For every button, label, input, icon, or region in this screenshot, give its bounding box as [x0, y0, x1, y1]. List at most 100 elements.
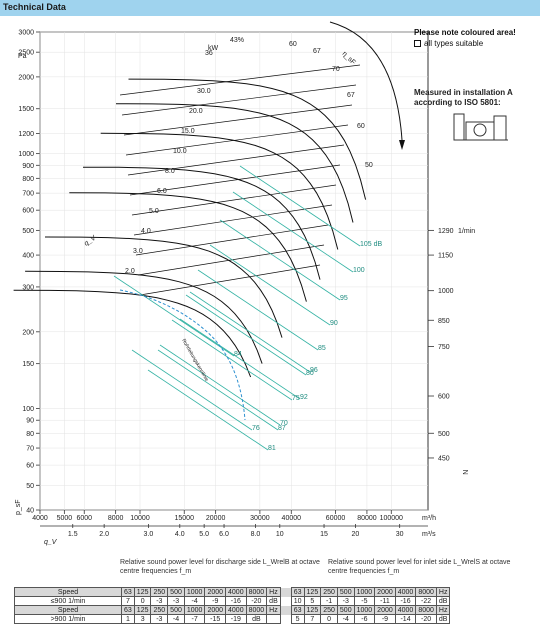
x-tick-label: 10000 [130, 515, 150, 522]
y-tick-label: 70 [26, 446, 34, 453]
x2-tick-label: 15 [320, 531, 328, 538]
power-label: 4.0 [141, 228, 151, 235]
y-tick-label: 100 [22, 406, 34, 413]
sound-cell-inlet: 8000 [415, 587, 437, 597]
speed-tick-label: 1290 [438, 228, 454, 235]
power-line [129, 164, 341, 196]
table-gap [280, 587, 292, 597]
sound-cell-inlet: -6 [353, 614, 376, 624]
y-tick-label: 60 [26, 463, 34, 470]
speed-tick-label: 500 [438, 431, 450, 438]
sound-cell-inlet: -14 [394, 614, 417, 624]
sound-table-row: >900 1/min 1 3 -3 -4 -7 -15 -19 dB 5 7 0 -4 -6 -9 -14 -2… [14, 614, 451, 624]
sound-cell-inlet: Hz [435, 587, 451, 597]
y-tick-label: 500 [22, 228, 34, 235]
checkbox-icon [414, 40, 421, 47]
x2-tick-label: 2.0 [99, 531, 109, 538]
sound-cell-inlet: 1000 [353, 605, 376, 615]
power-line [127, 144, 345, 176]
sound-label: 100 [353, 267, 365, 274]
sound-cell-discharge: -4 [167, 614, 185, 624]
sound-cell-discharge: dB [245, 614, 268, 624]
sound-cell-inlet: 125 [303, 587, 322, 597]
sound-cell-discharge: -16 [225, 596, 247, 606]
speed-curve [69, 192, 307, 302]
sound-cell-inlet: 63 [290, 605, 305, 615]
y-tick-label: 90 [26, 418, 34, 425]
sound-cell-inlet: 8000 [415, 605, 437, 615]
sound-cell-discharge: 2000 [204, 605, 227, 615]
sound-cell-discharge: 63 [121, 605, 135, 615]
sound-line [232, 191, 354, 273]
power-line [121, 84, 357, 116]
x-tick-label: 20000 [206, 515, 226, 522]
y-tick-label: 800 [22, 176, 34, 183]
sound-cell-discharge: 125 [133, 605, 152, 615]
sound-cell-inlet: 500 [336, 605, 355, 615]
chart-curves [13, 21, 405, 451]
y-tick-label: 40 [26, 508, 34, 515]
sound-cell-discharge: 250 [150, 605, 169, 615]
sound-cell-inlet: 125 [303, 605, 322, 615]
sound-cell-discharge: 2000 [204, 587, 227, 597]
power-label: 30.0 [197, 88, 211, 95]
x-tick-label: 5000 [57, 515, 73, 522]
sound-label: 87 [278, 425, 286, 432]
y-tick-label: 1500 [18, 106, 34, 113]
power-label: 8.0 [165, 168, 175, 175]
y-tick-label: 2500 [18, 50, 34, 57]
efficiency-label: 67 [347, 92, 355, 99]
sound-cell-discharge: -3 [150, 596, 169, 606]
sound-cell-inlet: 0 [320, 614, 338, 624]
sound-cell-discharge: -3 [167, 596, 185, 606]
power-line [125, 124, 349, 156]
sound-cell-discharge: 8000 [245, 605, 268, 615]
sound-cell-inlet: 250 [320, 587, 338, 597]
sound-cell-inlet: -20 [415, 614, 437, 624]
note-coloured-area: Please note coloured area! [414, 28, 516, 37]
sound-line [131, 349, 253, 431]
y-axis-label: p_sF [15, 499, 22, 515]
sound-cell-inlet: -9 [374, 614, 396, 624]
sound-label: 76 [252, 425, 260, 432]
x-tick-label: 6000 [76, 515, 92, 522]
speed-unit-label: 1/min [458, 228, 475, 235]
sound-cell-discharge: 1 [121, 614, 135, 624]
sound-cell-discharge: 7 [121, 596, 135, 606]
sound-cell-discharge: 0 [133, 596, 152, 606]
sound-label: 90 [330, 320, 338, 327]
power-line [123, 104, 353, 136]
sound-cell-discharge: 500 [167, 605, 185, 615]
x2-axis-label: q_V [44, 539, 58, 546]
sound-row-label: ≤900 1/min [14, 596, 122, 606]
sound-cell-discharge: dB [266, 596, 281, 606]
x2-tick-label: 8.0 [251, 531, 261, 538]
sound-table-row: Speed 63 125 250 500 1000 2000 4000 8000 Hz 63 125 2… [14, 605, 451, 615]
y-tick-label: 1200 [18, 131, 34, 138]
x2-tick-label: 3.0 [144, 531, 154, 538]
x-tick-label: 40000 [282, 515, 302, 522]
sound-line [171, 319, 293, 401]
speed-tick-label: 1150 [438, 253, 453, 260]
kw-unit-label: kW [208, 45, 219, 52]
sound-cell-discharge: 1000 [183, 587, 206, 597]
speed-curve [128, 78, 367, 200]
speed-tick-label: 1000 [438, 288, 454, 295]
sound-cell-discharge: -15 [204, 614, 227, 624]
y-tick-label: 700 [22, 191, 34, 198]
sound-cell-discharge: -9 [204, 596, 227, 606]
speed-tick-label: 600 [438, 394, 450, 401]
arrow-head-icon [399, 140, 405, 150]
sound-label: 92 [300, 394, 308, 401]
x2-unit-label: m³/s [422, 531, 436, 538]
x-tick-label: 60000 [326, 515, 346, 522]
power-label: 15.0 [181, 128, 195, 135]
sound-cell-discharge: 125 [133, 587, 152, 597]
sound-label: 105 dB [360, 241, 383, 248]
y-unit-label: Pa [18, 53, 27, 60]
sound-cell-discharge: -20 [245, 596, 268, 606]
power-label: 6.0 [157, 188, 167, 195]
measured-note: Measured in installation A according to … [414, 88, 513, 107]
chart-grid [36, 31, 434, 528]
